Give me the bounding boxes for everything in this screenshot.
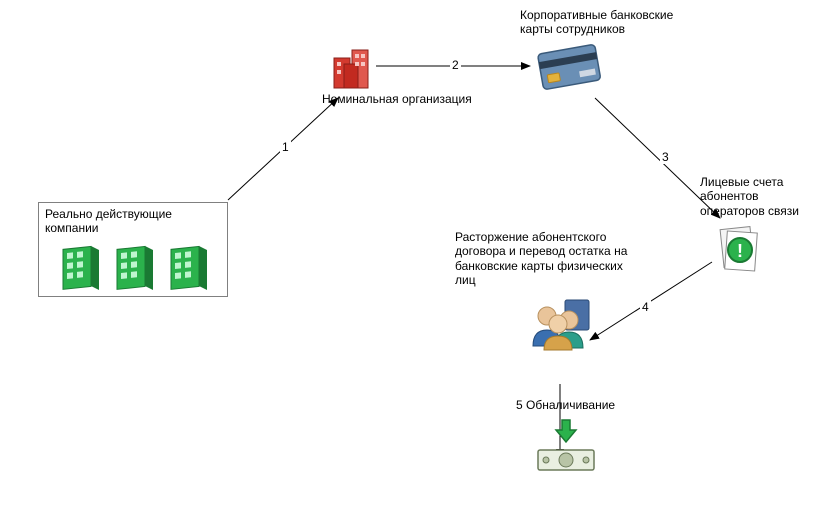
node-corp-cards-label: Корпоративные банковские карты сотрудник…	[520, 8, 710, 37]
green-building-icon	[57, 240, 101, 292]
node-accounts: Лицевые счета абонентов операторов связи…	[700, 175, 830, 276]
red-buildings-icon	[330, 40, 382, 92]
green-building-icon	[165, 240, 209, 292]
node-real-companies: Реально действующие компании	[38, 202, 228, 297]
green-building-icon	[111, 240, 155, 292]
node-accounts-label: Лицевые счета абонентов операторов связи	[700, 175, 830, 218]
edge-label-1: 1	[280, 140, 291, 154]
node-corp-cards: Корпоративные банковские карты сотрудник…	[520, 8, 710, 91]
document-check-icon: !	[710, 222, 764, 276]
node-cashout: 5 Обналичивание	[508, 398, 648, 474]
node-termination-label: Расторжение абонентского договора и пере…	[455, 230, 675, 288]
node-real-companies-label: Реально действующие компании	[45, 207, 221, 236]
node-nominal-org-label: Номинальная организация	[322, 92, 492, 106]
node-nominal-org: Номинальная организация	[322, 40, 492, 106]
node-real-companies-box: Реально действующие компании	[38, 202, 228, 297]
edge-label-3: 3	[660, 150, 671, 164]
svg-text:!: !	[737, 241, 743, 261]
down-arrow-icon	[552, 416, 580, 444]
cash-icon	[536, 446, 596, 474]
green-buildings-row	[45, 240, 221, 292]
node-termination: Расторжение абонентского договора и пере…	[455, 230, 675, 352]
credit-card-icon	[534, 41, 604, 91]
node-cashout-label: 5 Обналичивание	[516, 398, 648, 412]
people-group-icon	[525, 296, 595, 352]
